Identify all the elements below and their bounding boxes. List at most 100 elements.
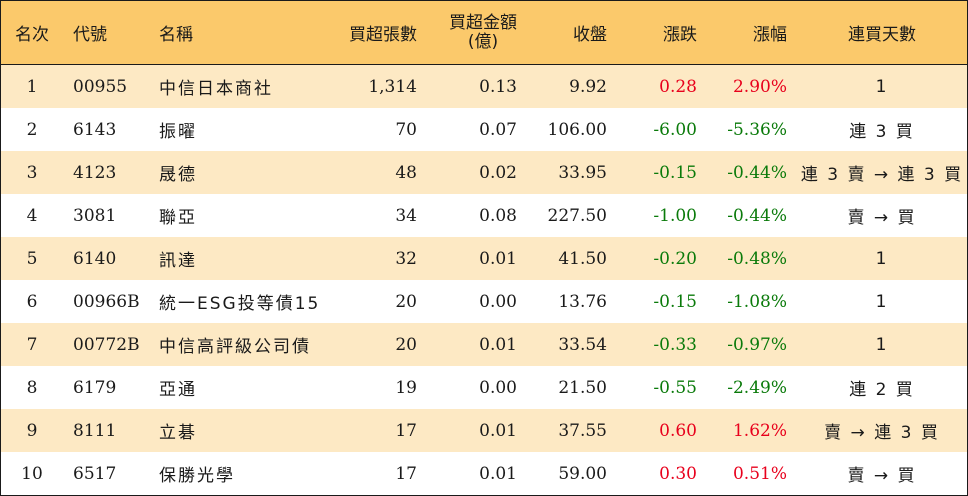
header-consecutive-days[interactable]: 連買天數: [848, 25, 916, 45]
amount-cell: 0.07: [479, 119, 517, 140]
header-net-buy-amount-line1: 買超金額: [449, 12, 517, 33]
close-cell: 33.95: [558, 162, 607, 183]
close-cell: 41.50: [558, 248, 607, 269]
code-cell: 3081: [73, 205, 117, 226]
name-cell: 保勝光學: [159, 466, 235, 486]
close-cell: 33.54: [558, 334, 607, 355]
header-change[interactable]: 漲跌: [663, 25, 697, 45]
consecutive-days-cell: 連 3 買: [849, 122, 915, 142]
change-pct-cell: -1.08%: [727, 291, 787, 312]
change-cell: -6.00: [653, 119, 697, 140]
volume-cell: 20: [395, 334, 417, 355]
volume-cell: 19: [395, 377, 417, 398]
code-cell: 00772B: [73, 334, 140, 355]
table-row[interactable]: 5 6140 訊達 32 0.01 41.50 -0.20 -0.48% 1: [1, 237, 967, 280]
rank-cell: 7: [26, 334, 38, 355]
name-cell: 聯亞: [159, 208, 197, 228]
name-cell: 統一ESG投等債15: [159, 294, 321, 314]
change-pct-cell: -0.44%: [727, 162, 787, 183]
header-net-buy-volume[interactable]: 買超張數: [349, 25, 417, 45]
amount-cell: 0.01: [479, 420, 517, 441]
table-row[interactable]: 2 6143 振曜 70 0.07 106.00 -6.00 -5.36% 連 3 買: [1, 108, 967, 151]
header-change-pct[interactable]: 漲幅: [753, 25, 787, 45]
close-cell: 227.50: [547, 205, 607, 226]
name-cell: 中信高評級公司債: [159, 337, 311, 357]
amount-cell: 0.01: [479, 248, 517, 269]
change-pct-cell: -2.49%: [727, 377, 787, 398]
header-name[interactable]: 名稱: [159, 25, 193, 45]
close-cell: 21.50: [558, 377, 607, 398]
consecutive-days-cell: 賣 → 連 3 買: [824, 423, 940, 443]
code-cell: 8111: [73, 420, 117, 441]
code-cell: 6140: [73, 248, 117, 269]
change-pct-cell: -0.48%: [727, 248, 787, 269]
consecutive-days-cell: 賣 → 買: [847, 208, 917, 228]
amount-cell: 0.08: [479, 205, 517, 226]
rank-cell: 4: [26, 205, 38, 226]
table-row[interactable]: 1 00955 中信日本商社 1,314 0.13 9.92 0.28 2.90% 1: [1, 65, 967, 108]
table-row[interactable]: 7 00772B 中信高評級公司債 20 0.01 33.54 -0.33 -0.97% 1: [1, 323, 967, 366]
name-cell: 訊達: [159, 251, 197, 271]
header-rank[interactable]: 名次: [15, 25, 49, 45]
code-cell: 6517: [73, 463, 117, 484]
change-cell: -0.20: [653, 248, 697, 269]
table-row[interactable]: 6 00966B 統一ESG投等債15 20 0.00 13.76 -0.15 -1.08% 1: [1, 280, 967, 323]
consecutive-days-cell: 1: [875, 248, 889, 269]
code-cell: 6143: [73, 119, 117, 140]
rank-cell: 3: [26, 162, 38, 183]
name-cell: 亞通: [159, 380, 197, 400]
amount-cell: 0.00: [479, 377, 517, 398]
volume-cell: 34: [395, 205, 417, 226]
header-close[interactable]: 收盤: [573, 25, 607, 45]
name-cell: 振曜: [159, 122, 197, 142]
header-code[interactable]: 代號: [73, 25, 107, 45]
table-row[interactable]: 4 3081 聯亞 34 0.08 227.50 -1.00 -0.44% 賣 → 買: [1, 194, 967, 237]
header-net-buy-amount[interactable]: 買超金額 (億): [421, 1, 517, 64]
header-net-buy-amount-stack: 買超金額 (億): [449, 12, 517, 52]
volume-cell: 17: [395, 463, 417, 484]
rank-cell: 1: [26, 76, 38, 97]
table-row[interactable]: 9 8111 立碁 17 0.01 37.55 0.60 1.62% 賣 → 連 3 買: [1, 409, 967, 452]
consecutive-days-cell: 1: [875, 334, 889, 355]
volume-cell: 17: [395, 420, 417, 441]
amount-cell: 0.13: [479, 76, 517, 97]
volume-cell: 32: [395, 248, 417, 269]
table-row[interactable]: 10 6517 保勝光學 17 0.01 59.00 0.30 0.51% 賣 → 買: [1, 452, 967, 495]
consecutive-days-cell: 1: [875, 291, 889, 312]
amount-cell: 0.00: [479, 291, 517, 312]
close-cell: 59.00: [558, 463, 607, 484]
name-cell: 中信日本商社: [159, 79, 273, 99]
rank-cell: 8: [26, 377, 38, 398]
rank-cell: 2: [26, 119, 38, 140]
table-row[interactable]: 3 4123 晟德 48 0.02 33.95 -0.15 -0.44% 連 3 賣 → 連 3…: [1, 151, 967, 194]
change-cell: -0.15: [653, 162, 697, 183]
change-cell: -0.55: [653, 377, 697, 398]
consecutive-days-cell: 連 2 買: [849, 380, 915, 400]
code-cell: 4123: [73, 162, 117, 183]
change-pct-cell: -0.97%: [727, 334, 787, 355]
change-cell: -0.15: [653, 291, 697, 312]
amount-cell: 0.01: [479, 463, 517, 484]
amount-cell: 0.01: [479, 334, 517, 355]
table-body: 1 00955 中信日本商社 1,314 0.13 9.92 0.28 2.90% 1 2 6143…: [1, 65, 967, 495]
change-pct-cell: 1.62%: [732, 420, 787, 441]
name-cell: 立碁: [159, 423, 197, 443]
code-cell: 00955: [73, 76, 128, 97]
change-pct-cell: 2.90%: [732, 76, 787, 97]
volume-cell: 20: [395, 291, 417, 312]
change-cell: -0.33: [653, 334, 697, 355]
consecutive-days-cell: 1: [875, 76, 889, 97]
change-pct-cell: -5.36%: [727, 119, 787, 140]
rank-cell: 5: [26, 248, 38, 269]
change-cell: 0.28: [659, 76, 697, 97]
consecutive-days-cell: 賣 → 買: [847, 466, 917, 486]
change-pct-cell: 0.51%: [732, 463, 787, 484]
close-cell: 106.00: [547, 119, 607, 140]
close-cell: 13.76: [558, 291, 607, 312]
close-cell: 9.92: [569, 76, 607, 97]
close-cell: 37.55: [558, 420, 607, 441]
rank-cell: 10: [21, 463, 43, 484]
volume-cell: 48: [395, 162, 417, 183]
table-row[interactable]: 8 6179 亞通 19 0.00 21.50 -0.55 -2.49% 連 2 買: [1, 366, 967, 409]
